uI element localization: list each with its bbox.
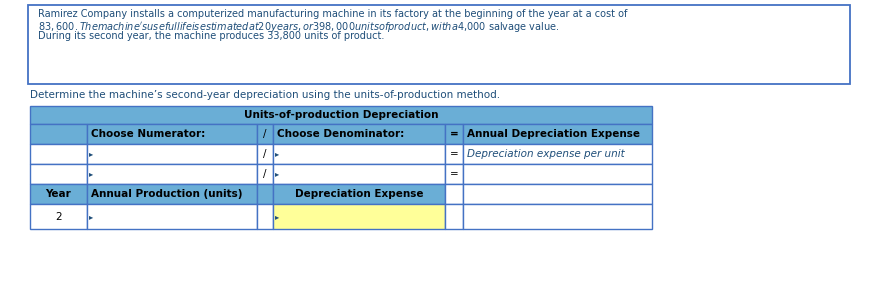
Bar <box>462 164 652 184</box>
Bar <box>30 106 652 124</box>
Bar <box>462 184 652 204</box>
Text: ▸: ▸ <box>89 169 93 178</box>
Text: During its second year, the machine produces 33,800 units of product.: During its second year, the machine prod… <box>38 31 384 41</box>
Text: ▸: ▸ <box>89 212 93 221</box>
Bar <box>28 5 849 84</box>
Bar <box>257 204 273 229</box>
Text: /: / <box>263 149 267 159</box>
Text: Annual Production (units): Annual Production (units) <box>91 189 242 199</box>
Text: =: = <box>449 169 458 179</box>
Text: ▸: ▸ <box>275 212 279 221</box>
Bar <box>257 164 273 184</box>
Text: ▸: ▸ <box>275 149 279 158</box>
Bar <box>273 204 445 229</box>
Bar <box>87 184 257 204</box>
Bar <box>445 204 462 229</box>
Text: ▸: ▸ <box>275 169 279 178</box>
Bar <box>462 144 652 164</box>
Text: Choose Numerator:: Choose Numerator: <box>91 129 205 139</box>
Text: $83,600. The machine's useful life is estimated at 20 years, or 398,000 units of: $83,600. The machine's useful life is es… <box>38 20 559 34</box>
Text: Ramirez Company installs a computerized manufacturing machine in its factory at : Ramirez Company installs a computerized … <box>38 9 627 19</box>
Text: /: / <box>263 129 267 139</box>
Text: Depreciation expense per unit: Depreciation expense per unit <box>467 149 624 159</box>
Bar <box>257 144 273 164</box>
Bar <box>87 144 257 164</box>
Text: Year: Year <box>46 189 71 199</box>
Bar <box>257 184 273 204</box>
Bar <box>273 184 445 204</box>
Text: ▸: ▸ <box>89 149 93 158</box>
Bar <box>257 124 273 144</box>
Bar <box>445 164 462 184</box>
Text: 2: 2 <box>55 212 61 221</box>
Bar <box>30 124 87 144</box>
Bar <box>87 164 257 184</box>
Bar <box>462 204 652 229</box>
Text: =: = <box>449 149 458 159</box>
Bar <box>445 124 462 144</box>
Bar <box>87 204 257 229</box>
Text: Determine the machine’s second-year depreciation using the units-of-production m: Determine the machine’s second-year depr… <box>30 90 500 100</box>
Bar <box>273 144 445 164</box>
Bar <box>30 204 87 229</box>
Text: Choose Denominator:: Choose Denominator: <box>276 129 403 139</box>
Bar <box>273 124 445 144</box>
Bar <box>445 144 462 164</box>
Bar <box>445 184 462 204</box>
Text: /: / <box>263 169 267 179</box>
Text: =: = <box>449 129 458 139</box>
Bar <box>462 124 652 144</box>
Text: Annual Depreciation Expense: Annual Depreciation Expense <box>467 129 639 139</box>
Text: Depreciation Expense: Depreciation Expense <box>295 189 423 199</box>
Bar <box>30 144 87 164</box>
Bar <box>273 164 445 184</box>
Bar <box>30 164 87 184</box>
Bar <box>30 184 87 204</box>
Text: Units-of-production Depreciation: Units-of-production Depreciation <box>244 110 438 120</box>
Bar <box>87 124 257 144</box>
